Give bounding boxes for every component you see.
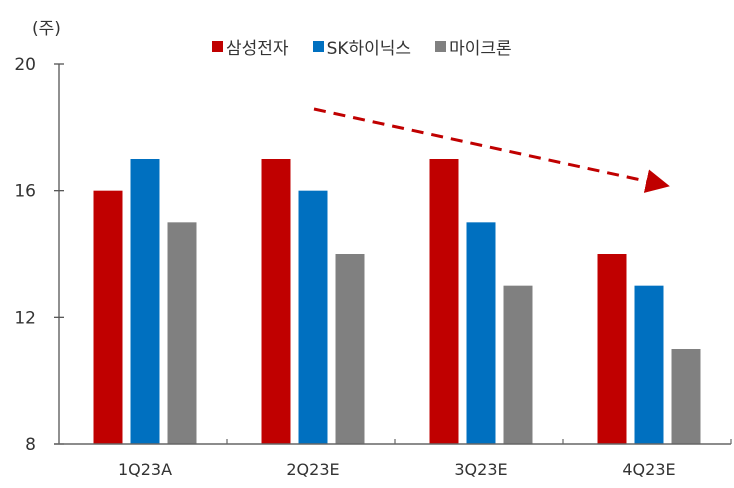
y-tick-label: 12 xyxy=(14,308,36,328)
bar xyxy=(261,159,291,444)
legend-swatch-icon xyxy=(312,41,324,52)
legend-label: 삼성전자 xyxy=(226,39,289,59)
legend-label: 마이크론 xyxy=(449,39,512,59)
bar xyxy=(93,190,123,444)
y-axis-unit-label: (주) xyxy=(32,19,61,39)
bar xyxy=(429,159,459,444)
bar xyxy=(503,285,533,444)
legend-item-sk-hynix: SK하이닉스 xyxy=(312,34,412,59)
legend-item-micron: 마이크론 xyxy=(435,34,512,59)
legend-label: SK하이닉스 xyxy=(326,39,412,59)
bar xyxy=(597,254,627,444)
legend: 삼성전자 SK하이닉스 마이크론 xyxy=(212,34,536,59)
bar xyxy=(671,349,701,444)
legend-swatch-icon xyxy=(435,41,447,52)
trend-arrow xyxy=(313,107,670,193)
bar xyxy=(634,285,664,444)
y-tick-label: 16 xyxy=(14,182,36,202)
bar xyxy=(167,222,197,444)
x-tick-label: 3Q23E xyxy=(454,460,507,479)
bar xyxy=(466,222,496,444)
x-tick-label: 4Q23E xyxy=(622,460,675,479)
y-tick-label: 20 xyxy=(14,55,36,75)
y-tick-label: 8 xyxy=(25,435,36,455)
legend-swatch-icon xyxy=(212,41,223,52)
bars-group xyxy=(93,159,701,444)
x-tick-label: 2Q23E xyxy=(286,460,339,479)
bar xyxy=(130,159,160,444)
legend-item-samsung: 삼성전자 xyxy=(212,34,289,59)
x-tick-label: 1Q23A xyxy=(118,460,172,479)
axes-group: 1Q23A 2Q23E 3Q23E 4Q23E 8 12 16 20 xyxy=(14,55,732,479)
bar xyxy=(298,190,328,444)
bar xyxy=(335,254,365,444)
